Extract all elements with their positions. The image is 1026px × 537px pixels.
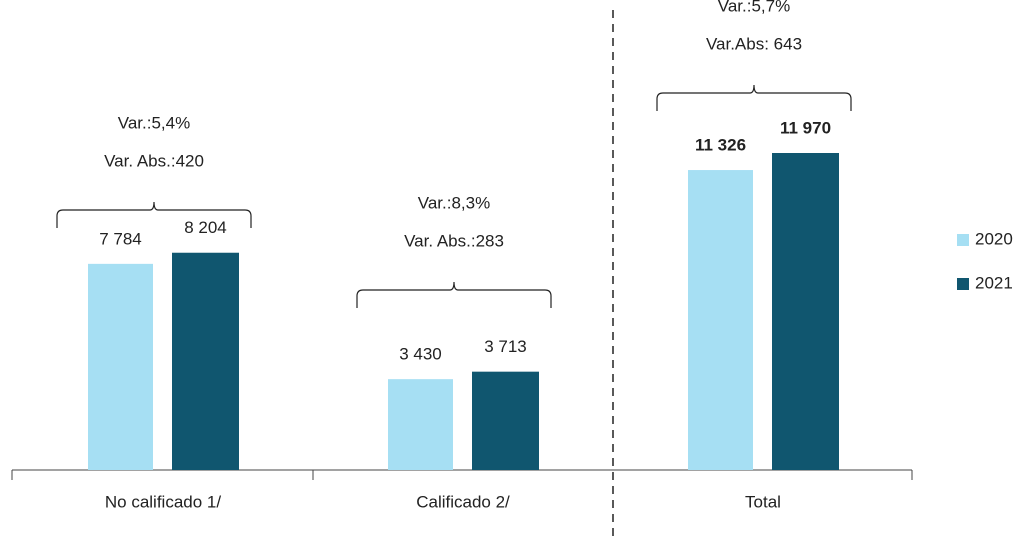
- legend-swatch: [957, 278, 969, 290]
- bracket: [356, 281, 552, 308]
- bracket: [656, 84, 852, 111]
- bar: [388, 379, 453, 470]
- legend-label: 2020: [975, 229, 1013, 248]
- bar: [772, 153, 839, 470]
- bar: [172, 252, 239, 470]
- value-label: 11 970: [780, 118, 831, 137]
- annotation: Var.:5,4%: [118, 113, 190, 132]
- x-tick-label: Total: [745, 492, 781, 511]
- annotation: Var.Abs: 643: [706, 34, 802, 53]
- legend-label: 2021: [975, 273, 1013, 292]
- value-label: 8 204: [184, 218, 227, 237]
- bar: [688, 170, 753, 470]
- value-label: 3 430: [399, 345, 442, 364]
- annotation: Var. Abs.:420: [104, 151, 204, 170]
- bar: [88, 263, 153, 470]
- annotation: Var. Abs.:283: [404, 231, 504, 250]
- legend-swatch: [957, 234, 969, 246]
- value-label: 7 784: [99, 229, 142, 248]
- x-tick-label: No calificado 1/: [105, 492, 222, 511]
- value-label: 3 713: [484, 337, 527, 356]
- annotation: Var.:5,7%: [718, 0, 790, 15]
- bracket: [56, 201, 252, 228]
- annotation: Var.:8,3%: [418, 193, 490, 212]
- x-tick-label: Calificado 2/: [416, 492, 510, 511]
- bar: [472, 371, 539, 470]
- value-label: 11 326: [695, 136, 746, 155]
